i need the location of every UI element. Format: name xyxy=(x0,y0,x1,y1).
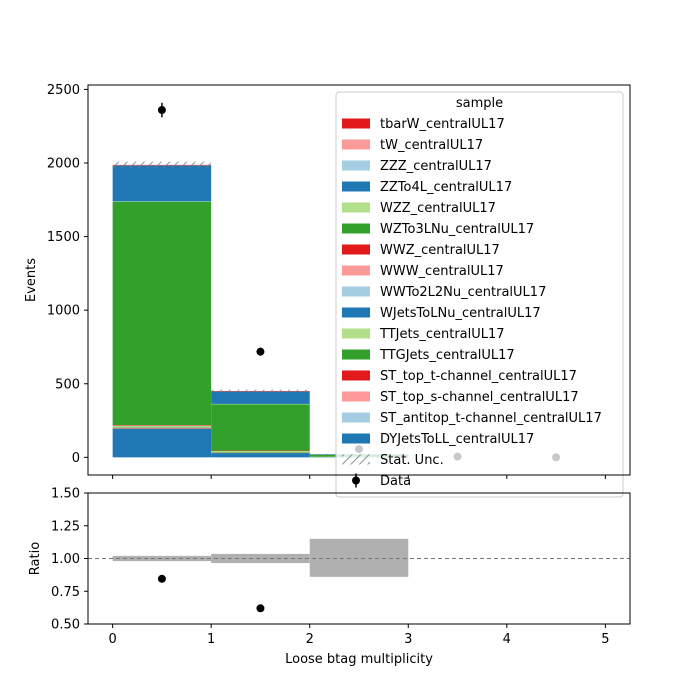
legend-label-9: WJetsToLNu_centralUL17 xyxy=(380,306,541,321)
legend-swatch-7 xyxy=(342,265,370,276)
legend-label-14: ST_antitop_t-channel_centralUL17 xyxy=(380,411,602,426)
legend-swatch-5 xyxy=(342,223,370,234)
stat-unc-band-bin-1 xyxy=(211,389,310,393)
main-panel: sample tbarW_centralUL17 tW_centralUL17 ZZZ… xyxy=(24,83,631,498)
legend-swatch-0 xyxy=(342,118,370,129)
legend-label-1: tW_centralUL17 xyxy=(380,138,483,153)
legend-title: sample xyxy=(456,96,503,111)
legend-label-12: ST_top_t-channel_centralUL17 xyxy=(380,369,577,384)
ratio-xtick-label-5: 5 xyxy=(601,632,609,647)
ratio-xlabel: Loose btag multiplicity xyxy=(285,652,433,667)
legend-swatch-6 xyxy=(342,244,370,255)
legend-swatch-3 xyxy=(342,181,370,192)
legend-swatch-2 xyxy=(342,160,370,171)
legend-swatch-15 xyxy=(342,433,370,444)
ratio-xtick-label-1: 1 xyxy=(207,632,215,647)
main-ytick-label-4: 2000 xyxy=(47,157,80,172)
legend-label-0: tbarW_centralUL17 xyxy=(380,117,505,132)
ratio-ytick-label-0: 0.50 xyxy=(51,618,80,633)
legend-label-7: WWW_centralUL17 xyxy=(380,264,504,279)
legend-swatch-data-marker xyxy=(352,476,360,485)
legend-swatch-1 xyxy=(342,139,370,150)
main-ytick-label-1: 500 xyxy=(55,377,80,392)
legend-label-10: TTJets_centralUL17 xyxy=(379,327,505,342)
ratio-ytick-label-1: 0.75 xyxy=(51,585,80,600)
main-ytick-label-3: 1500 xyxy=(47,230,80,245)
stack-bar-ttjets-centralul17-bin-1 xyxy=(211,450,310,453)
stack-bar-zzto4l-centralul17-bin-1 xyxy=(211,391,310,404)
legend-swatch-11 xyxy=(342,349,370,360)
ratio-point-0 xyxy=(157,574,166,583)
main-ytick-label-2: 1000 xyxy=(47,304,80,319)
main-plot-frame xyxy=(87,84,631,476)
legend-label-2: ZZZ_centralUL17 xyxy=(380,159,492,174)
legend-swatch-14 xyxy=(342,412,370,423)
stack-bar-ttjets-centralul17-bin-0 xyxy=(112,425,212,428)
legend-label-5: WZTo3LNu_centralUL17 xyxy=(380,222,534,237)
ratio-panel: 0.50 0.75 1.00 1.25 1.50 0 1 2 3 4 5 Ratio Loose bta… xyxy=(28,487,631,667)
ratio-unc-band-1 xyxy=(211,553,310,564)
ratio-xtick-label-3: 3 xyxy=(404,632,412,647)
legend-swatch-13 xyxy=(342,391,370,402)
legend-label-3: ZZTo4L_centralUL17 xyxy=(380,180,512,195)
legend-swatch-12 xyxy=(342,370,370,381)
stat-unc-band-bin-0 xyxy=(112,161,212,169)
legend-label-15: DYJetsToLL_centralUL17 xyxy=(380,432,534,447)
legend-label-11: TTGJets_centralUL17 xyxy=(379,348,515,363)
data-point-3 xyxy=(453,452,462,461)
ratio-xtick-label-2: 2 xyxy=(306,632,314,647)
ratio-point-1 xyxy=(256,604,265,613)
main-ylabel: Events xyxy=(24,258,39,302)
stack-bar-wzto3lnu-centralul17-bin-0 xyxy=(112,201,212,426)
data-point-4 xyxy=(552,453,561,462)
legend-label-8: WWTo2L2Nu_centralUL17 xyxy=(380,285,546,300)
stack-bar-zzto4l-centralul17-bin-0 xyxy=(112,165,212,202)
stack-bar-wzto3lnu-centralul17-bin-1 xyxy=(211,404,310,451)
legend-swatch-9 xyxy=(342,307,370,318)
legend-label-13: ST_top_s-channel_centralUL17 xyxy=(380,390,579,405)
ratio-ylabel: Ratio xyxy=(28,542,43,575)
data-point-1 xyxy=(256,347,265,356)
ratio-xtick-label-4: 4 xyxy=(503,632,511,647)
main-ytick-label-0: 0 xyxy=(72,451,80,466)
legend-swatch-8 xyxy=(342,286,370,297)
ratio-ytick-label-2: 1.00 xyxy=(51,552,80,567)
legend-label-17: Data xyxy=(380,474,411,489)
ratio-ytick-label-3: 1.25 xyxy=(51,519,80,534)
stack-bar-dyjetstoll-centralul17-bin-1 xyxy=(211,452,310,458)
data-point-2 xyxy=(355,445,363,454)
ratio-unc-band-2 xyxy=(309,538,409,577)
ratio-ytick-label-4: 1.50 xyxy=(51,487,80,502)
data-point-0 xyxy=(157,106,166,115)
legend-box xyxy=(335,91,624,498)
legend-swatch-10 xyxy=(342,328,370,339)
stack-bar-dyjetstoll-centralul17-bin-0 xyxy=(112,428,212,458)
legend-swatch-stat-unc xyxy=(342,454,370,465)
ratio-xtick-label-0: 0 xyxy=(108,632,116,647)
main-ytick-label-5: 2500 xyxy=(47,83,80,98)
legend-swatch-4 xyxy=(342,202,370,213)
legend-label-16: Stat. Unc. xyxy=(380,453,444,468)
legend-label-4: WZZ_centralUL17 xyxy=(380,201,496,216)
legend-label-6: WWZ_centralUL17 xyxy=(380,243,500,258)
